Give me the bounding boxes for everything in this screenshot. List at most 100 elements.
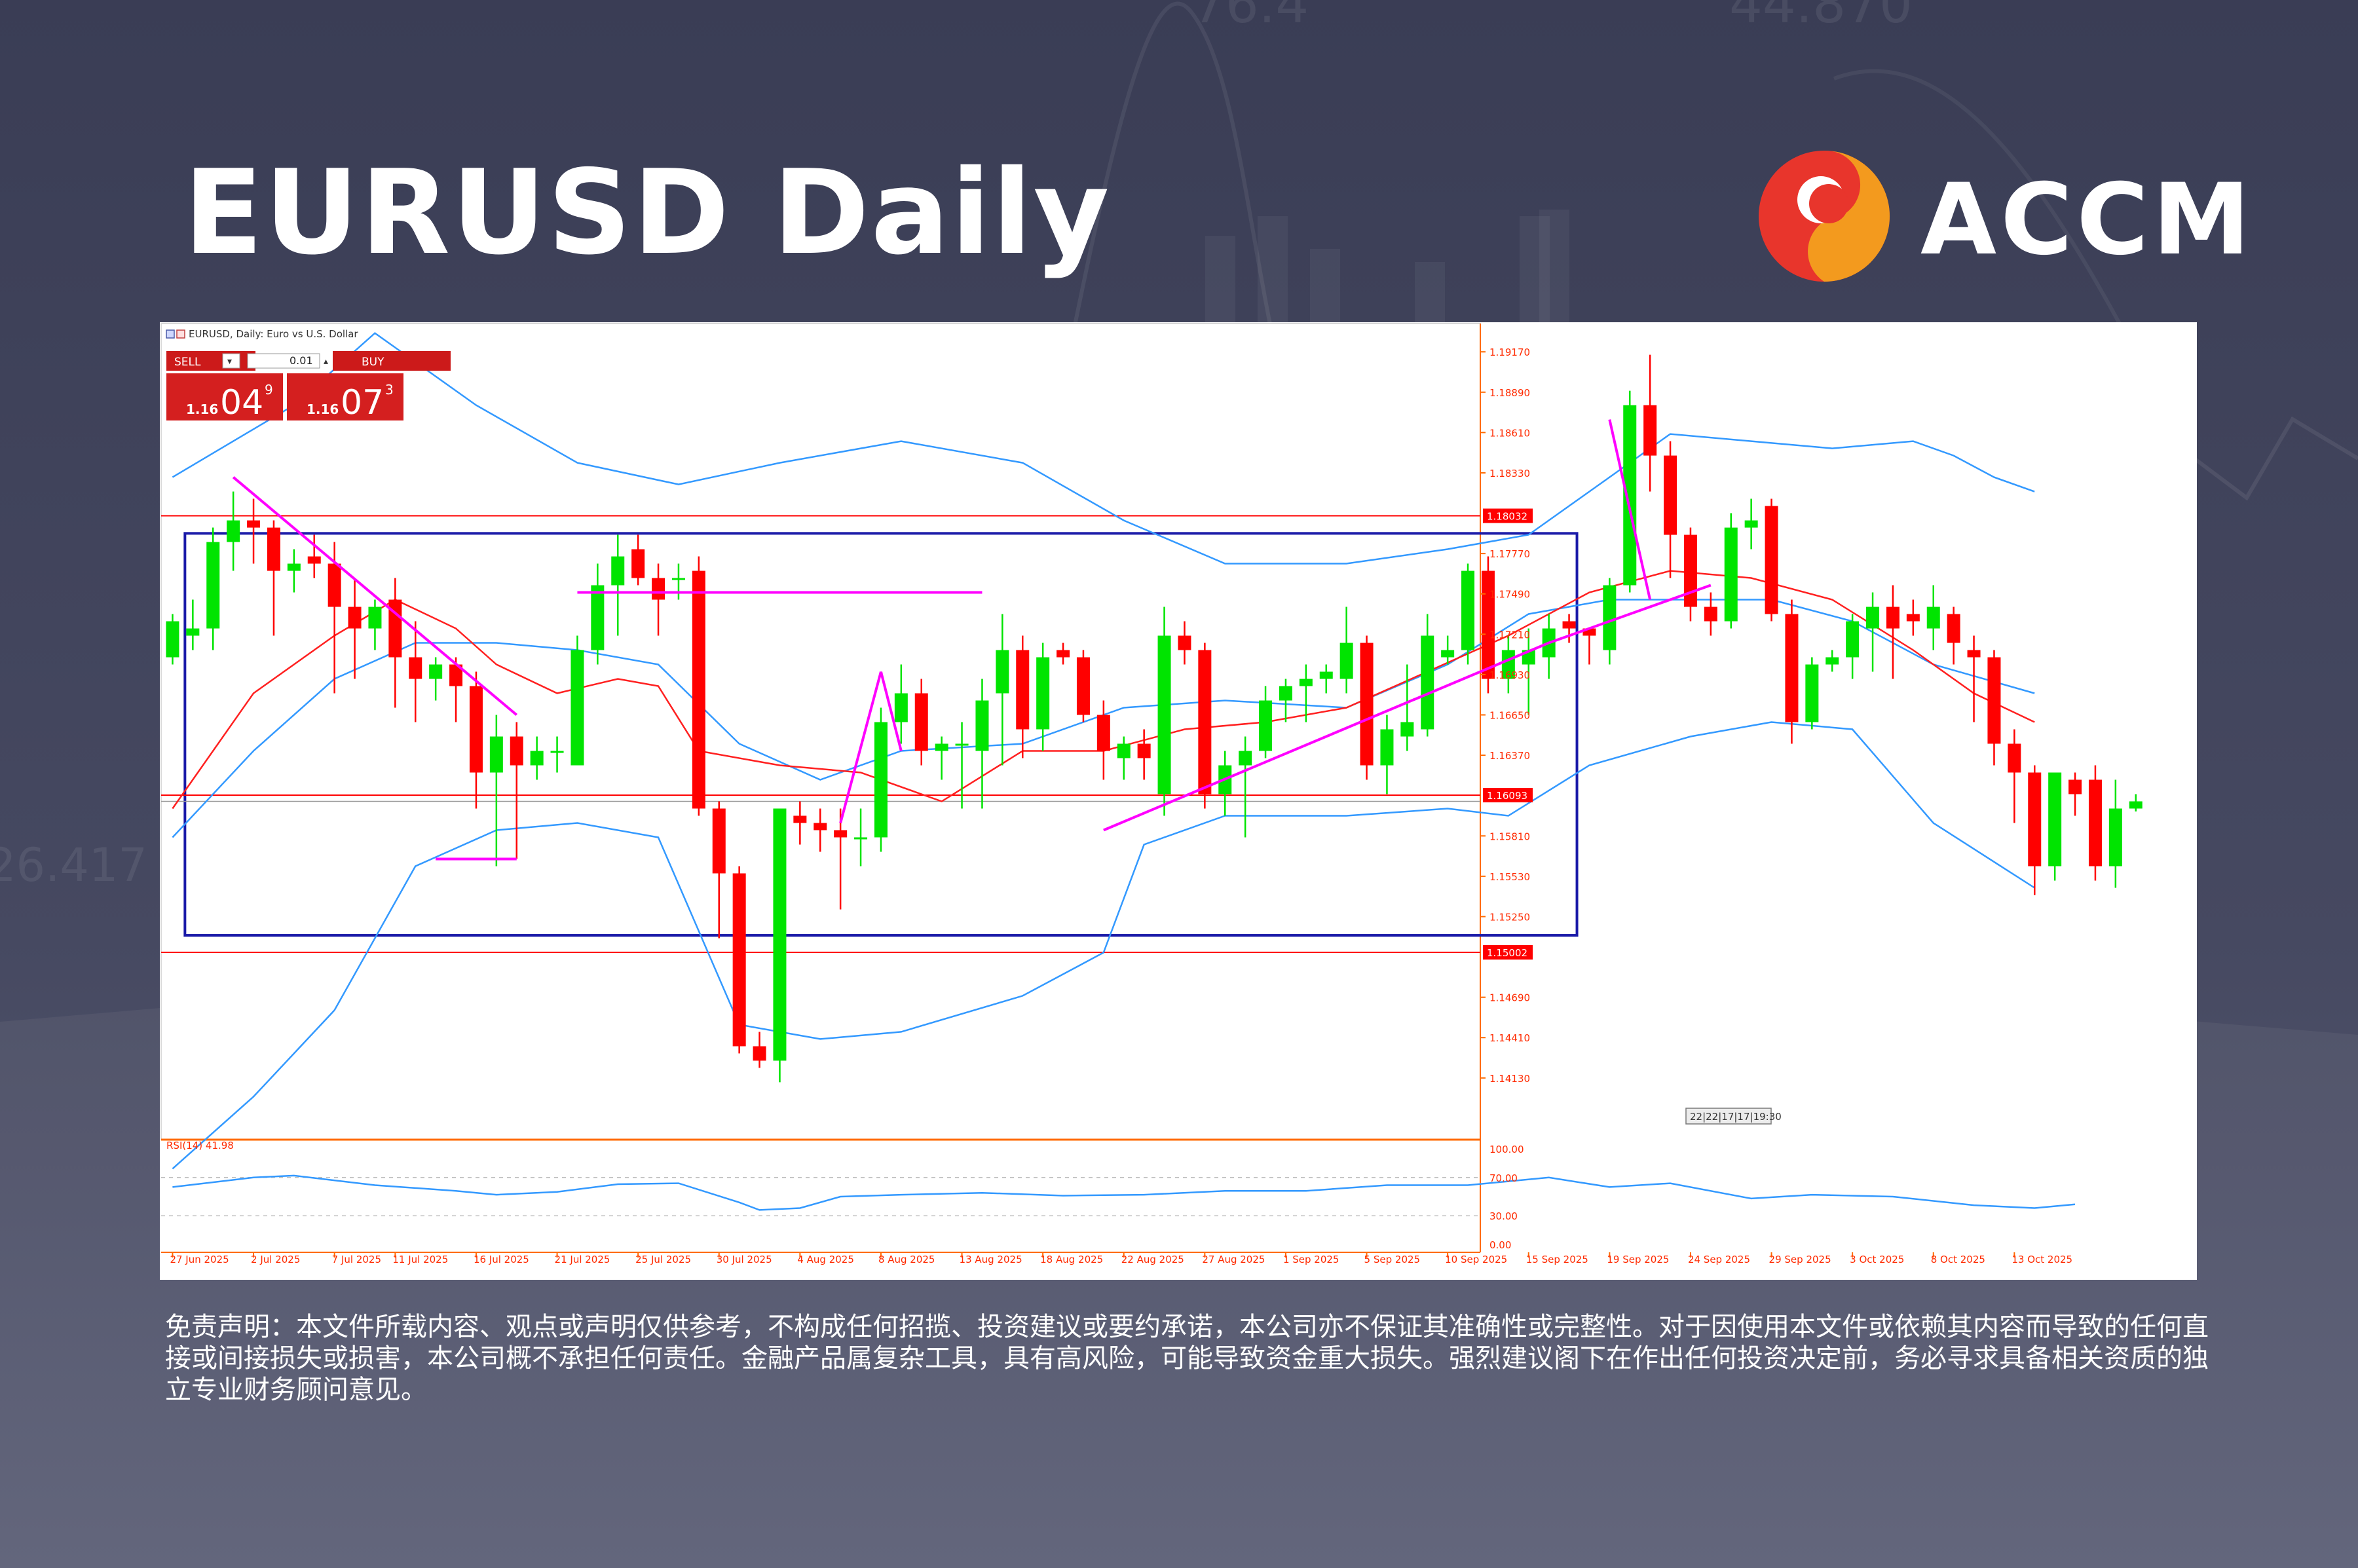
candle-body[interactable] — [591, 585, 605, 650]
candle-body[interactable] — [166, 621, 179, 658]
candle-body[interactable] — [814, 823, 827, 831]
candle-body[interactable] — [2008, 743, 2021, 773]
candle-body[interactable] — [267, 527, 280, 571]
candle-body[interactable] — [1785, 614, 1799, 722]
candlestick-chart[interactable]: 1.19170 1.18890 1.18610 1.18330 1.17770 1.174… — [160, 322, 2197, 1280]
candle-body[interactable] — [692, 570, 705, 809]
candle-body[interactable] — [1016, 650, 1030, 730]
candle-body[interactable] — [1076, 657, 1090, 715]
range-box[interactable] — [183, 532, 1579, 937]
candle-body[interactable] — [914, 693, 928, 751]
candle-body[interactable] — [631, 549, 645, 578]
candle-body[interactable] — [409, 657, 422, 679]
candle-body[interactable] — [227, 520, 240, 542]
candle-body[interactable] — [1623, 405, 1637, 586]
chart-menu-icon[interactable] — [166, 329, 175, 339]
trendline-6[interactable] — [1548, 584, 1712, 644]
candle-body[interactable] — [1360, 643, 1374, 766]
candle-body[interactable] — [2048, 772, 2062, 867]
candle-body[interactable] — [1461, 570, 1475, 650]
candle-body[interactable] — [1846, 621, 1860, 658]
candle-body[interactable] — [1157, 635, 1171, 794]
candle-body[interactable] — [712, 808, 726, 874]
candle-body[interactable] — [834, 830, 848, 838]
candle-body[interactable] — [1704, 607, 1717, 622]
trendline-5[interactable] — [1103, 641, 1550, 832]
candle-body[interactable] — [1380, 729, 1394, 766]
candle-body[interactable] — [2068, 779, 2082, 794]
candle-body[interactable] — [449, 664, 463, 686]
candle-body[interactable] — [1117, 743, 1131, 758]
candle-body[interactable] — [1421, 635, 1434, 730]
candle-body[interactable] — [1744, 520, 1758, 528]
candle-body[interactable] — [550, 751, 564, 753]
candle-body[interactable] — [307, 556, 321, 564]
candle-body[interactable] — [1400, 722, 1414, 737]
candle-body[interactable] — [429, 664, 443, 679]
candle-body[interactable] — [652, 578, 665, 600]
candle-body[interactable] — [2088, 779, 2102, 867]
candle-body[interactable] — [1926, 607, 1940, 629]
candle-body[interactable] — [1339, 643, 1353, 679]
candle-body[interactable] — [2129, 801, 2143, 809]
trendline-4[interactable] — [880, 671, 903, 751]
candle-body[interactable] — [1178, 635, 1191, 650]
trendline-3[interactable] — [839, 671, 882, 823]
candle-body[interactable] — [206, 542, 220, 629]
candle-body[interactable] — [671, 578, 685, 580]
chart-type-icon[interactable] — [176, 329, 185, 339]
candle-body[interactable] — [186, 628, 200, 636]
candle-body[interactable] — [793, 815, 807, 823]
candle-body[interactable] — [530, 751, 544, 766]
candle-body[interactable] — [1137, 743, 1151, 758]
candle-body[interactable] — [1724, 527, 1738, 622]
candle-body[interactable] — [611, 556, 625, 586]
candle-body[interactable] — [1664, 455, 1677, 535]
candle-body[interactable] — [368, 607, 382, 629]
candle-body[interactable] — [1886, 607, 1900, 629]
buy-price-box[interactable] — [287, 373, 403, 420]
candle-body[interactable] — [874, 722, 888, 838]
candle-body[interactable] — [1805, 664, 1819, 722]
candle-body[interactable] — [955, 743, 969, 746]
candle-body[interactable] — [1906, 614, 1920, 622]
candle-body[interactable] — [510, 736, 523, 766]
candle-body[interactable] — [328, 563, 341, 607]
candle-body[interactable] — [1239, 751, 1252, 766]
sell-button[interactable] — [166, 351, 255, 371]
candle-body[interactable] — [287, 563, 301, 571]
candle-body[interactable] — [732, 873, 746, 1047]
candle-body[interactable] — [1259, 700, 1273, 751]
trendline-0[interactable] — [232, 476, 518, 717]
candle-body[interactable] — [1441, 650, 1455, 658]
candle-body[interactable] — [469, 686, 483, 773]
candle-body[interactable] — [753, 1046, 766, 1061]
candle-body[interactable] — [1057, 650, 1070, 658]
candle-body[interactable] — [1866, 607, 1880, 629]
candle-body[interactable] — [1765, 506, 1778, 614]
sell-price-box[interactable] — [166, 373, 283, 420]
candle-body[interactable] — [1603, 585, 1617, 650]
candle-body[interactable] — [773, 808, 787, 1061]
lot-input[interactable] — [247, 353, 320, 369]
candle-body[interactable] — [894, 693, 908, 722]
candle-body[interactable] — [1987, 657, 2001, 744]
candle-body[interactable] — [854, 837, 868, 840]
candle-body[interactable] — [1481, 570, 1495, 679]
candle-body[interactable] — [1279, 686, 1292, 701]
candle-body[interactable] — [1036, 657, 1050, 730]
candle-body[interactable] — [247, 520, 261, 528]
candle-body[interactable] — [1947, 614, 1960, 643]
candle-body[interactable] — [1198, 650, 1212, 794]
candle-body[interactable] — [996, 650, 1009, 694]
candle-body[interactable] — [1299, 679, 1313, 686]
candle-body[interactable] — [1683, 534, 1697, 607]
trendline-7[interactable] — [1608, 419, 1652, 600]
candle-body[interactable] — [1967, 650, 1981, 658]
candle-body[interactable] — [2108, 808, 2122, 867]
candle-body[interactable] — [935, 743, 948, 751]
candle-body[interactable] — [1096, 715, 1110, 751]
candle-body[interactable] — [1825, 657, 1839, 665]
candle-body[interactable] — [1562, 621, 1576, 629]
buy-button[interactable] — [333, 351, 451, 371]
